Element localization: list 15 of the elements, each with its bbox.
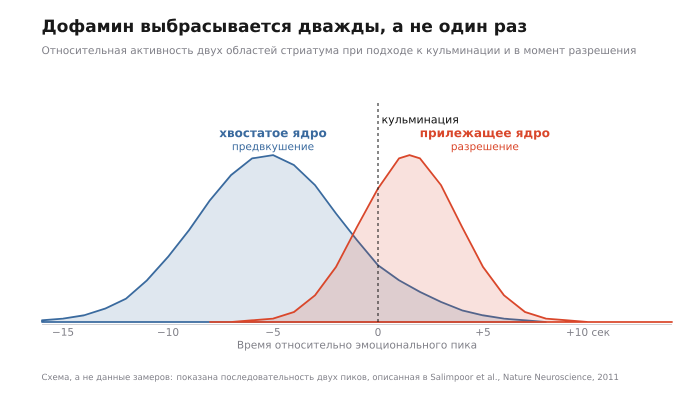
chart-subtitle: Относительная активность двух областей стриатума при подходе к кульминации и в момент разрешения: [42, 46, 636, 56]
x-tick-label: +5: [476, 328, 490, 336]
text: Схема, а не данные замеров: показана последовательность двух пиков, описанная в Salimpoor et al., Nature Neuroscience, 2011: [42, 374, 618, 382]
x-tick-label: −10: [158, 328, 178, 336]
chart-title: Дофамин выбрасывается дважды, а не один раз: [42, 18, 526, 36]
x-tick-label: −15: [53, 328, 74, 336]
x-tick-label: 0: [375, 328, 381, 336]
x-tick-label: −5: [266, 328, 280, 336]
series-label: прилежащее ядро: [420, 130, 550, 140]
x-axis-title: Время относительно эмоционального пика: [238, 340, 476, 351]
text: разрешение: [452, 144, 518, 152]
ref-line-label: кульминация: [382, 117, 458, 126]
x-tick-label: +10 сек: [567, 328, 610, 336]
text: предвкушение: [232, 144, 314, 152]
series-label: хвостатое ядро: [219, 130, 326, 140]
